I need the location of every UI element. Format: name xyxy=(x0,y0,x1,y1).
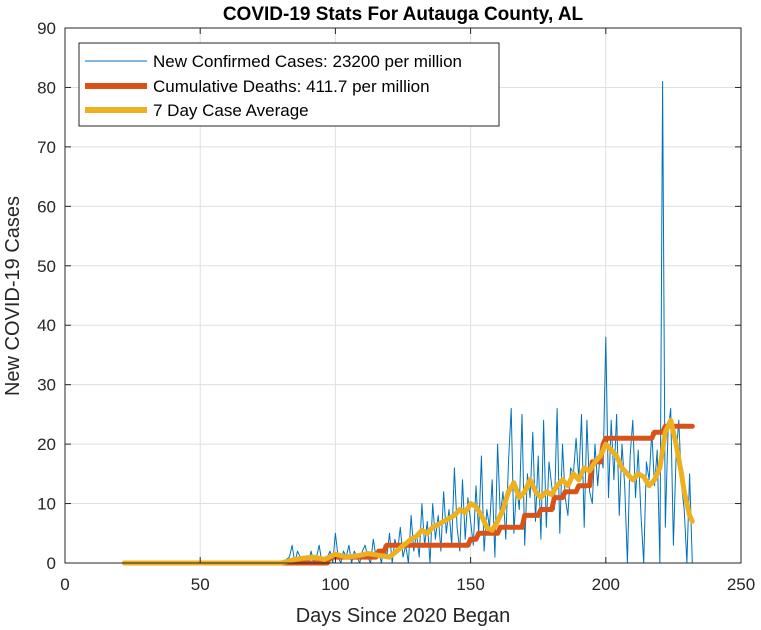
y-tick-label: 10 xyxy=(37,495,56,514)
y-tick-label: 70 xyxy=(37,138,56,157)
y-tick-label: 0 xyxy=(47,554,56,573)
y-tick-label: 60 xyxy=(37,197,56,216)
x-axis-title: Days Since 2020 Began xyxy=(296,605,511,627)
legend: New Confirmed Cases: 23200 per million C… xyxy=(78,42,500,127)
series-7-day-average xyxy=(122,417,695,566)
x-tick-label: 50 xyxy=(191,575,210,594)
y-tick-label: 20 xyxy=(37,435,56,454)
tick-labels: 0 50 100 150 200 250 0 10 20 30 40 50 60 70 80 90 xyxy=(37,19,755,594)
legend-label-new-cases: New Confirmed Cases: 23200 per million xyxy=(153,52,462,71)
y-tick-label: 50 xyxy=(37,257,56,276)
plot-border xyxy=(64,27,742,564)
legend-box xyxy=(78,42,500,127)
data-series xyxy=(122,81,695,566)
y-axis-title: New COVID-19 Cases xyxy=(2,196,24,396)
x-tick-label: 100 xyxy=(321,575,349,594)
x-tick-label: 250 xyxy=(727,575,755,594)
legend-label-7-day-average: 7 Day Case Average xyxy=(153,101,309,120)
legend-label-cumulative-deaths: Cumulative Deaths: 411.7 per million xyxy=(153,77,430,96)
x-tick-label: 200 xyxy=(592,575,620,594)
y-tick-label: 80 xyxy=(37,78,56,97)
chart-title: COVID-19 Stats For Autauga County, AL xyxy=(223,4,584,25)
y-tick-label: 90 xyxy=(37,19,56,38)
x-tick-label: 0 xyxy=(60,575,69,594)
x-tick-label: 150 xyxy=(456,575,484,594)
y-tick-label: 40 xyxy=(37,316,56,335)
axis-ticks xyxy=(64,27,742,564)
y-tick-label: 30 xyxy=(37,376,56,395)
